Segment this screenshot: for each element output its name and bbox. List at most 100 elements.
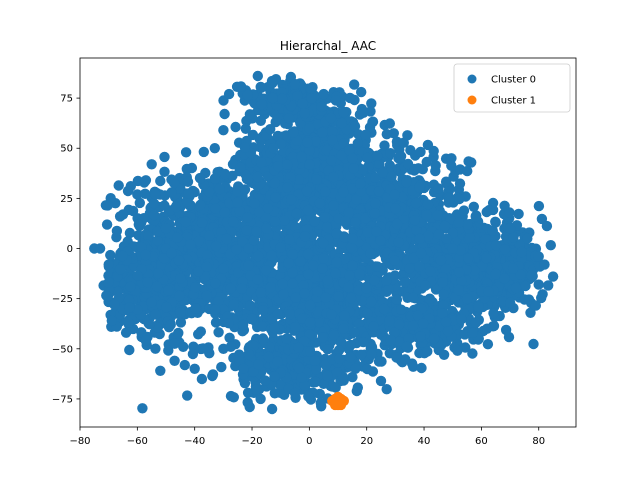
data-point: [132, 270, 143, 281]
data-point: [180, 216, 191, 228]
data-point: [361, 283, 372, 294]
data-point: [326, 126, 338, 137]
data-point: [461, 293, 473, 304]
data-point: [338, 187, 349, 198]
data-point: [132, 175, 144, 187]
data-point: [348, 163, 359, 174]
data-point: [282, 182, 293, 193]
data-point: [187, 348, 199, 360]
data-point: [293, 362, 305, 374]
data-point: [151, 281, 163, 292]
data-point: [303, 391, 314, 402]
data-point: [343, 207, 355, 218]
data-point: [122, 185, 134, 197]
data-point: [446, 153, 457, 164]
data-point: [173, 327, 184, 339]
data-point: [470, 211, 481, 222]
data-point: [355, 186, 366, 197]
data-point: [385, 334, 396, 346]
data-point: [367, 117, 378, 128]
data-point: [333, 291, 344, 302]
data-point: [415, 331, 426, 342]
data-point: [161, 301, 172, 313]
data-point: [249, 198, 260, 209]
data-point: [169, 338, 180, 349]
data-point: [282, 159, 293, 170]
data-point: [317, 332, 328, 343]
data-point: [381, 384, 392, 395]
x-tick-label: 40: [418, 436, 431, 447]
data-point: [218, 263, 229, 274]
data-point: [504, 223, 516, 234]
data-point: [237, 319, 249, 331]
data-point: [365, 296, 377, 307]
data-point: [541, 220, 553, 232]
data-point: [113, 180, 124, 191]
data-point: [255, 287, 267, 298]
data-point: [266, 250, 277, 261]
data-point: [510, 282, 522, 294]
data-point: [444, 193, 455, 204]
data-point: [401, 176, 412, 188]
data-point: [204, 230, 215, 241]
data-point: [322, 275, 334, 286]
data-point: [216, 361, 227, 373]
data-point: [183, 188, 194, 199]
series-1: [327, 391, 349, 411]
data-point: [421, 210, 432, 221]
data-point: [305, 346, 316, 357]
data-point: [347, 153, 358, 164]
data-point: [355, 178, 366, 189]
data-point: [438, 289, 449, 300]
data-point: [440, 176, 452, 187]
data-point: [347, 183, 358, 194]
data-point: [467, 327, 478, 338]
data-point: [404, 263, 415, 274]
data-point: [499, 200, 510, 211]
data-point: [328, 171, 339, 183]
data-point: [243, 243, 254, 254]
data-point: [260, 375, 271, 386]
data-point: [237, 236, 248, 247]
y-tick-label: 75: [60, 94, 73, 105]
data-point: [148, 209, 160, 221]
data-point: [181, 196, 193, 207]
data-point: [196, 373, 208, 385]
data-point: [326, 309, 337, 320]
data-point: [533, 279, 544, 290]
data-point: [218, 343, 229, 354]
data-point: [146, 159, 157, 170]
data-point: [331, 256, 342, 268]
data-point: [391, 294, 402, 305]
data-point: [454, 193, 465, 205]
data-point: [349, 79, 360, 90]
data-point: [251, 226, 262, 237]
data-point: [290, 322, 301, 333]
data-point: [146, 297, 157, 308]
data-point: [267, 92, 278, 104]
data-point: [150, 189, 161, 200]
data-point: [326, 155, 337, 166]
data-point: [253, 359, 264, 370]
data-point: [293, 174, 304, 185]
data-point: [321, 221, 333, 233]
data-point: [106, 315, 118, 326]
data-point: [433, 229, 445, 240]
data-point: [371, 150, 383, 161]
data-point: [178, 341, 189, 352]
data-point: [336, 117, 347, 129]
data-point: [245, 300, 256, 311]
data-point: [338, 106, 349, 118]
data-point: [437, 308, 448, 319]
data-point: [312, 286, 323, 297]
data-point: [373, 356, 385, 367]
data-point: [292, 90, 303, 102]
data-point: [272, 130, 284, 142]
data-point: [536, 292, 547, 304]
data-point: [402, 130, 413, 141]
data-point: [221, 233, 232, 245]
data-point: [368, 321, 379, 332]
data-point: [310, 376, 321, 388]
data-point: [301, 185, 313, 197]
data-point: [383, 284, 394, 295]
